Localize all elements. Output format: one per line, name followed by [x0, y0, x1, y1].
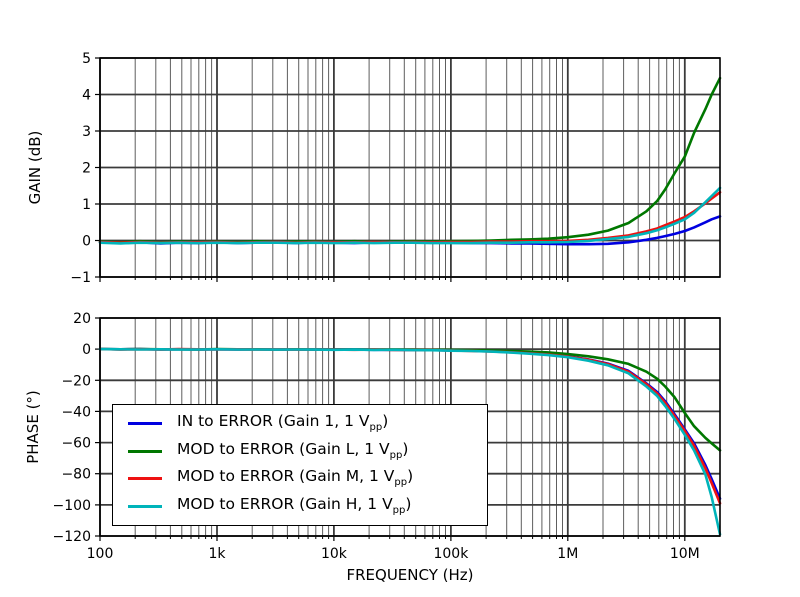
phase-tick-label: −100	[53, 498, 91, 514]
legend-label-subscript: pp	[369, 422, 383, 434]
phase-tick-label: 20	[73, 311, 91, 327]
legend-label-text: )	[402, 439, 409, 458]
legend-label-subscript: pp	[389, 449, 403, 461]
gain-curve-2	[98, 191, 722, 244]
legend-line-sample-mod-gain-l	[128, 449, 162, 453]
plot-frame	[99, 57, 721, 278]
legend-label-text: )	[382, 412, 389, 431]
gain-curve-3	[98, 186, 722, 245]
freq-tick-label: 10M	[670, 546, 700, 562]
phase-curve-3	[98, 347, 722, 536]
legend-label-text: MOD to ERROR (Gain M, 1 V	[177, 467, 395, 486]
legend-line-sample-mod-gain-h	[128, 504, 162, 508]
legend-label-text: )	[407, 467, 414, 486]
phase-tick-label: −20	[61, 373, 91, 389]
phase-tick-label: −120	[53, 529, 91, 545]
legend-line-sample-in-to-error	[128, 422, 162, 426]
legend-label-text: )	[405, 494, 412, 513]
legend-label-subscript: pp	[392, 504, 406, 516]
freq-tick-label: 1k	[208, 546, 226, 562]
freq-tick-label: 100k	[433, 546, 469, 562]
legend-label-text: IN to ERROR (Gain 1, 1 V	[177, 412, 370, 431]
legend-label-mod-gain-l: MOD to ERROR (Gain L, 1 Vpp)	[177, 439, 409, 461]
freq-tick-label: 100	[87, 546, 114, 562]
gain-tick-label: 3	[82, 124, 91, 140]
phase-axis-label: PHASE (°)	[24, 390, 42, 464]
gain-chart: 5 4 3 2 1 0 −1	[70, 51, 722, 286]
gain-axis-label: GAIN (dB)	[26, 131, 44, 205]
legend-item: MOD to ERROR (Gain L, 1 Vpp)	[128, 439, 479, 461]
phase-tick-label: −40	[61, 404, 91, 420]
phase-tick-label: −60	[61, 436, 91, 452]
gain-curve-1	[98, 76, 722, 244]
freq-tick-label: 1M	[557, 546, 578, 562]
legend-label-in-to-error: IN to ERROR (Gain 1, 1 Vpp)	[177, 412, 389, 434]
phase-tick-label: −80	[61, 467, 91, 483]
legend-label-text: MOD to ERROR (Gain H, 1 V	[177, 494, 393, 513]
legend-label-text: MOD to ERROR (Gain L, 1 V	[177, 439, 390, 458]
phase-tick-label: 0	[82, 342, 91, 358]
legend: IN to ERROR (Gain 1, 1 Vpp) MOD to ERROR…	[112, 404, 488, 526]
legend-item: MOD to ERROR (Gain H, 1 Vpp)	[128, 494, 479, 516]
legend-item: IN to ERROR (Gain 1, 1 Vpp)	[128, 412, 479, 434]
legend-line-sample-mod-gain-m	[128, 477, 162, 481]
gain-tick-label: 1	[82, 197, 91, 213]
gain-tick-label: 0	[82, 234, 91, 250]
gain-tick-label: 5	[82, 51, 91, 67]
freq-tick-label: 10k	[321, 546, 348, 562]
legend-item: MOD to ERROR (Gain M, 1 Vpp)	[128, 467, 479, 489]
gain-tick-label: −1	[70, 270, 91, 286]
gain-tick-label: 4	[82, 88, 91, 104]
legend-label-subscript: pp	[394, 477, 408, 489]
legend-label-mod-gain-m: MOD to ERROR (Gain M, 1 Vpp)	[177, 467, 414, 489]
plot-frame	[99, 317, 721, 537]
frequency-axis-label: FREQUENCY (Hz)	[346, 566, 473, 584]
gain-tick-label: 2	[82, 161, 91, 177]
legend-label-mod-gain-h: MOD to ERROR (Gain H, 1 Vpp)	[177, 494, 412, 516]
